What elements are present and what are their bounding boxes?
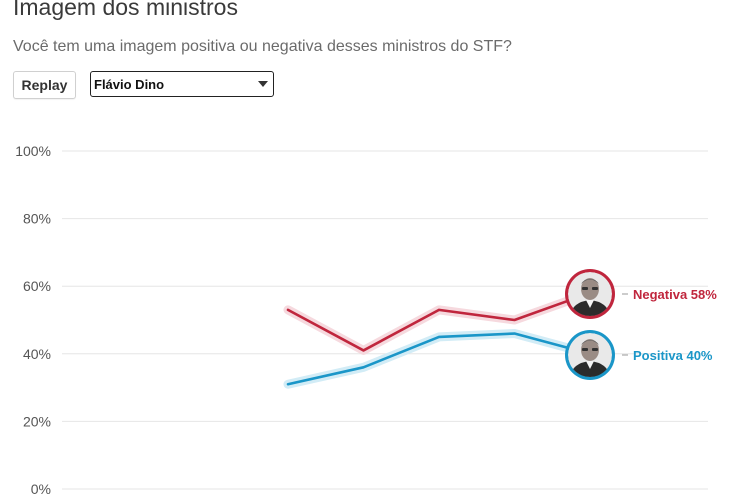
grid-layer bbox=[62, 150, 708, 490]
minister-select[interactable]: Flávio Dino bbox=[90, 71, 274, 97]
y-tick-label: 60% bbox=[23, 278, 51, 294]
series-layer bbox=[283, 288, 595, 389]
y-tick-label: 80% bbox=[23, 211, 51, 227]
y-axis-ticks: 0% 20% 40% 60% 80% 100% bbox=[15, 143, 51, 497]
y-tick-label: 0% bbox=[31, 481, 51, 497]
end-labels: Negativa 58% Positiva 40% bbox=[565, 269, 717, 380]
end-label-positiva: Positiva 40% bbox=[633, 348, 713, 363]
y-tick-label: 20% bbox=[23, 413, 51, 429]
replay-button[interactable]: Replay bbox=[13, 71, 76, 99]
page-subtitle: Você tem uma imagem positiva ou negativa… bbox=[13, 38, 512, 55]
end-label-negativa: Negativa 58% bbox=[633, 287, 717, 302]
chevron-down-icon bbox=[258, 81, 268, 87]
page-title: Imagem dos ministros bbox=[13, 0, 238, 20]
avatar-positiva bbox=[565, 330, 615, 380]
minister-select-value: Flávio Dino bbox=[94, 77, 165, 92]
avatar-negativa bbox=[565, 269, 615, 319]
y-tick-label: 40% bbox=[23, 346, 51, 362]
y-tick-label: 100% bbox=[15, 143, 51, 159]
